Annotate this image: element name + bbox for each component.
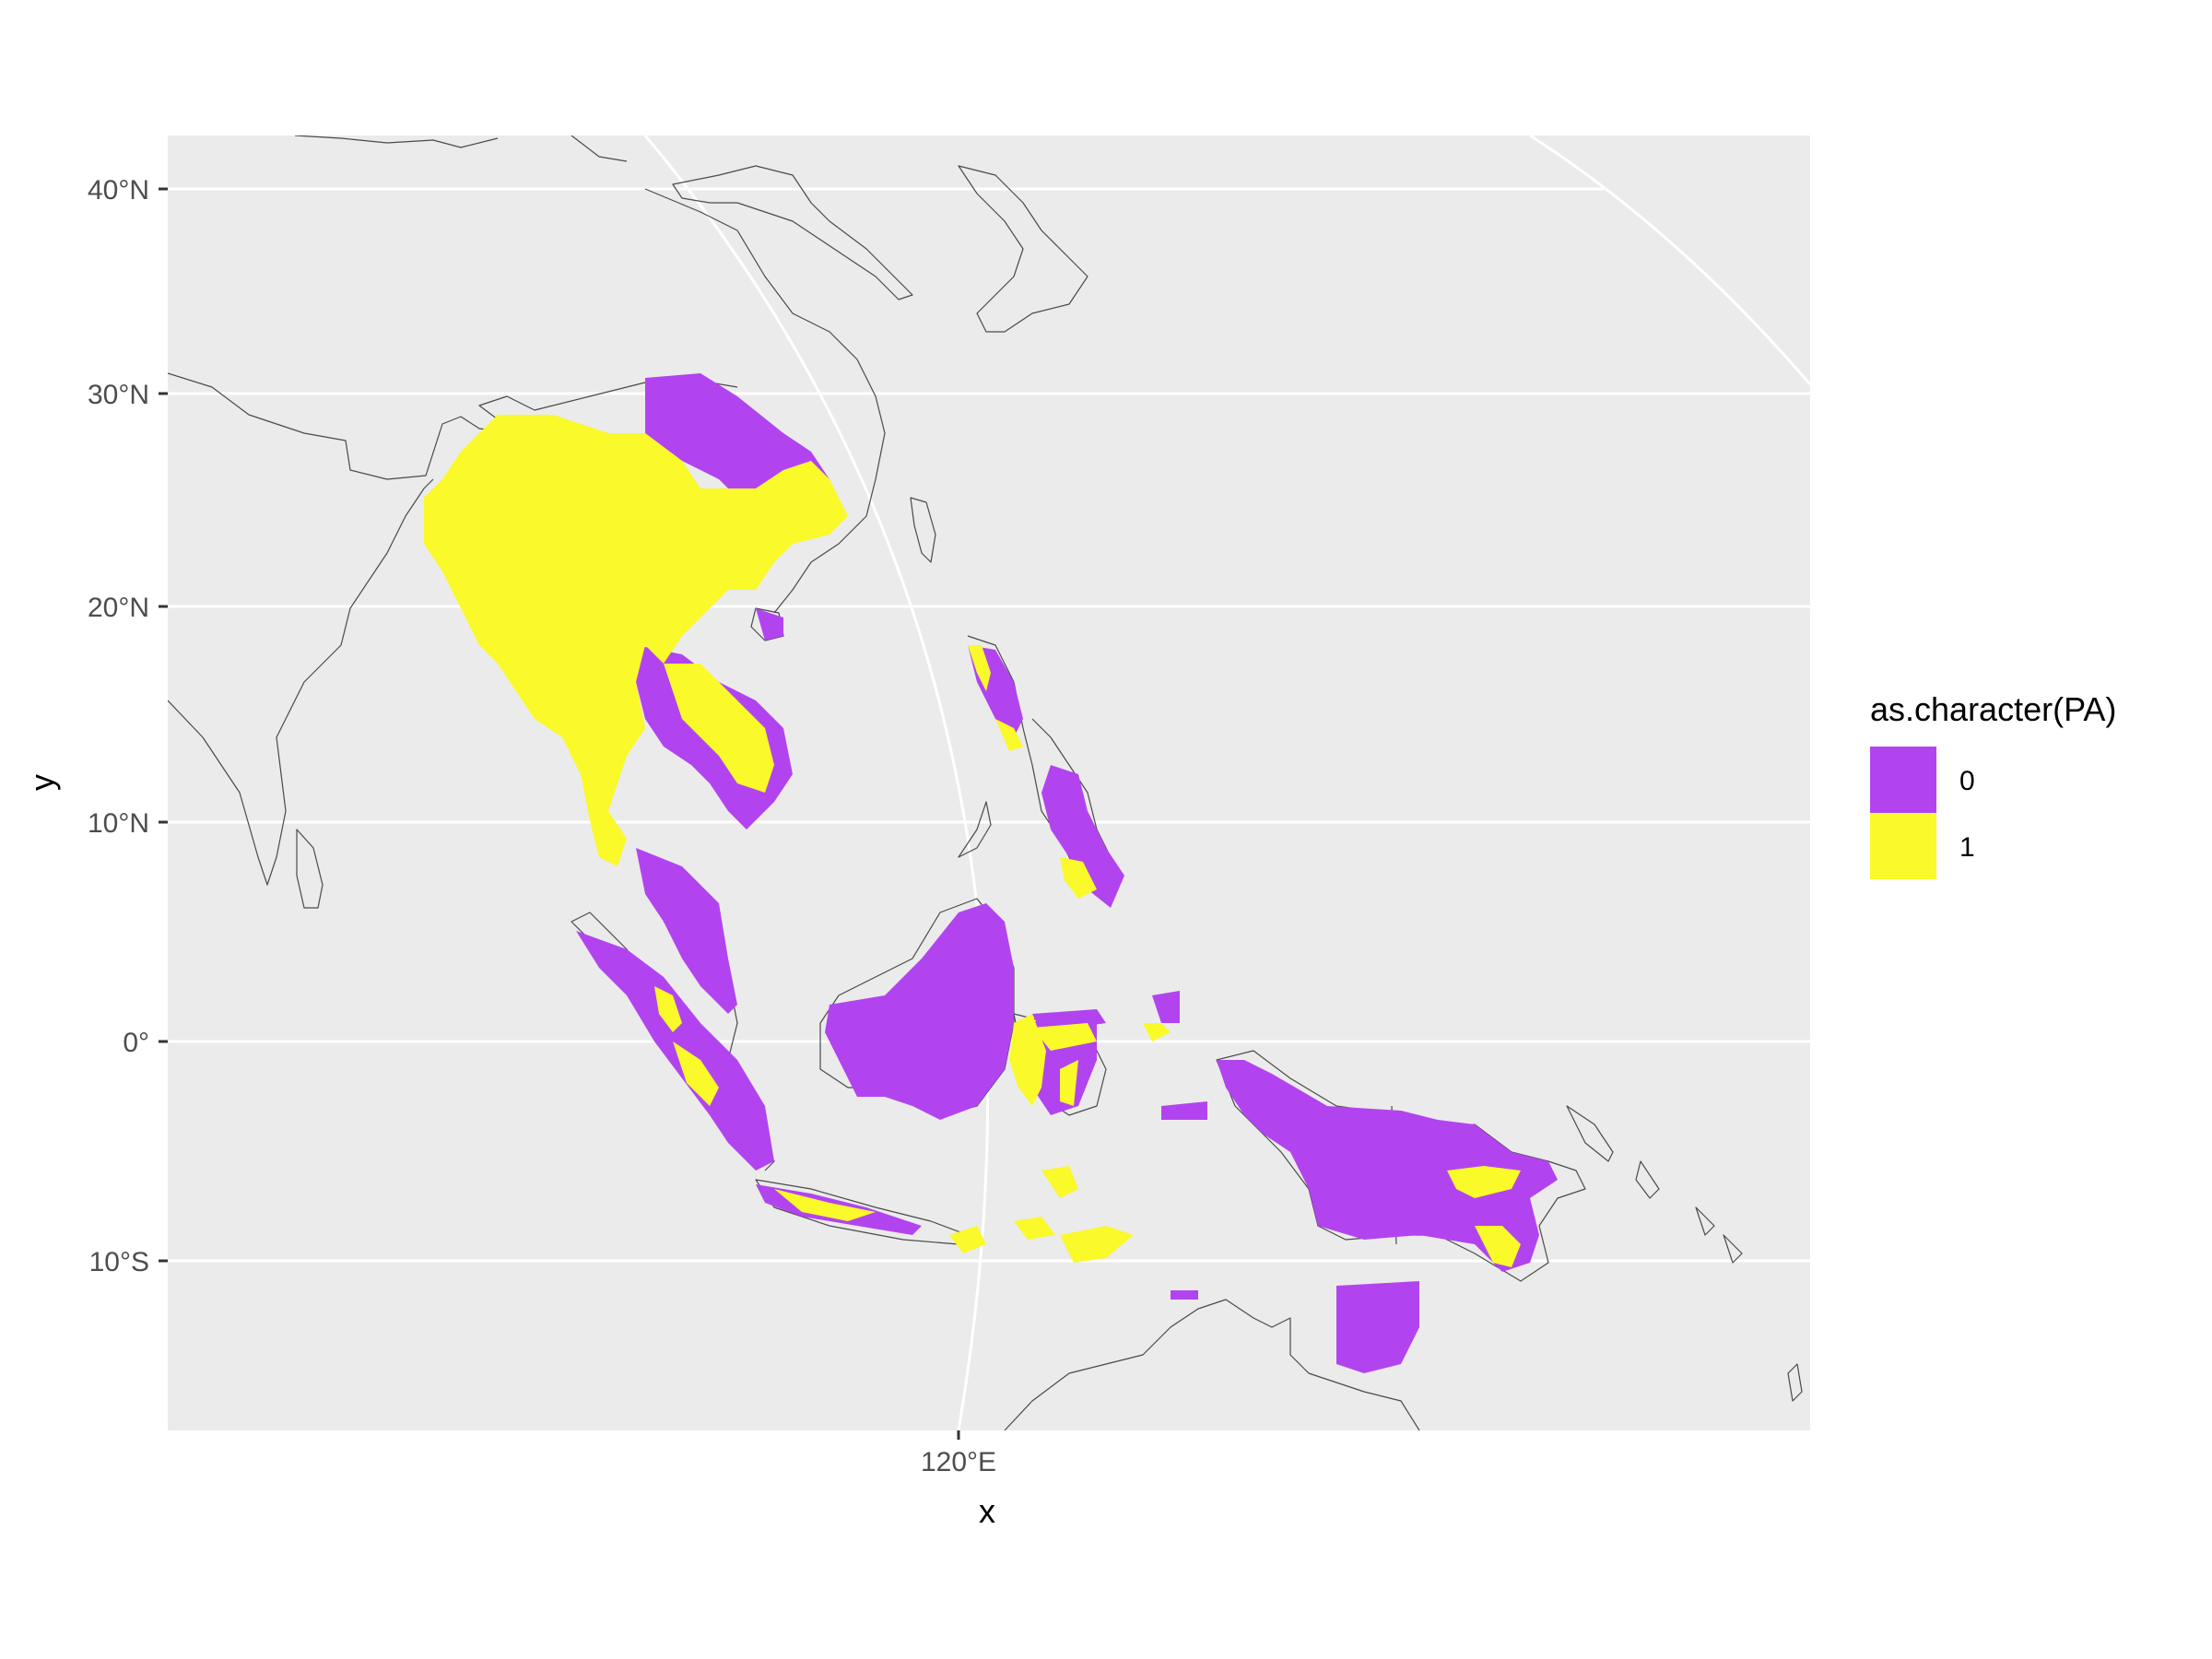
legend-key-0 (1870, 747, 1936, 813)
legend-key-1 (1870, 813, 1936, 879)
legend-label-1: 1 (1959, 832, 1975, 863)
gridline-east (1529, 135, 1810, 385)
y-axis-title: y (23, 774, 61, 791)
legend-title: as.character(PA) (1870, 690, 2116, 728)
y-tick-label: 0° (123, 1028, 149, 1058)
y-tick-label: 20°N (88, 593, 149, 623)
y-tick-label: 40°N (88, 175, 149, 206)
y-tick-label: 30°N (88, 380, 149, 410)
raster-present (424, 415, 1521, 1267)
legend: as.character(PA) 0 1 (1870, 690, 2116, 879)
panel-background (168, 135, 1810, 1430)
gridline-120e (643, 135, 990, 1430)
y-axis (159, 187, 168, 1263)
y-tick-label: 10°S (89, 1247, 149, 1277)
x-axis-title: x (979, 1492, 995, 1530)
x-tick-label: 120°E (921, 1447, 996, 1477)
legend-label-0: 0 (1959, 766, 1975, 796)
y-tick-label: 10°N (88, 808, 149, 839)
